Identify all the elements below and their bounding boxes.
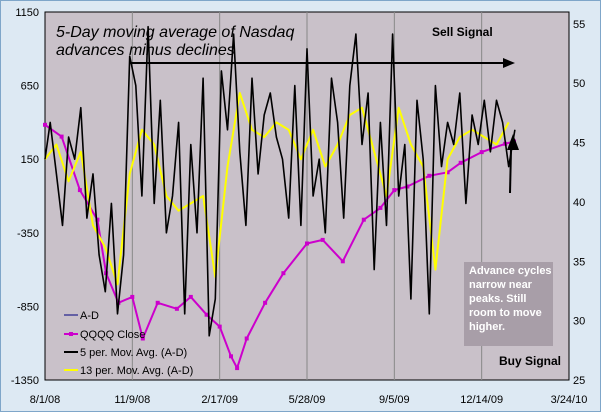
data-point-qqqq-close: [43, 122, 47, 127]
annotation-text: Advance cycles narrow near peaks. Still …: [469, 265, 552, 333]
data-point-qqqq-close: [340, 259, 345, 264]
buy-signal-arrowhead: [507, 134, 519, 150]
data-point-qqqq-close: [458, 160, 463, 165]
data-point-qqqq-close: [229, 354, 233, 359]
data-point-qqqq-close: [479, 150, 484, 155]
right-tick-label: 45: [573, 138, 585, 150]
buy-signal-label: Buy Signal: [499, 354, 561, 368]
data-point-qqqq-close: [305, 241, 309, 246]
annotation-box: [464, 262, 553, 346]
annotation-line-5: higher.: [469, 321, 505, 333]
left-tick-label: -850: [17, 301, 39, 313]
chart-title-line-2: advances minus declines: [56, 42, 235, 59]
series-line-5-per-mov-avg-a-d: [44, 25, 516, 337]
x-tick-label: 5/28/09: [289, 394, 326, 406]
chart-title-line-1: 5-Day moving average of Nasdaq: [56, 24, 294, 41]
x-axis-tick-labels: 8/1/08 11/9/08 2/17/09 5/28/09 9/5/09 12/14/0…: [30, 394, 588, 406]
left-tick-label: 650: [21, 81, 39, 93]
x-tick-label: 12/14/09: [460, 394, 503, 406]
right-tick-label: 35: [573, 256, 585, 268]
data-point-qqqq-close: [140, 336, 145, 341]
annotation-line-4: room to move: [469, 307, 542, 319]
legend-label-ad: A-D: [80, 310, 99, 322]
data-point-qqqq-close: [263, 300, 268, 305]
data-point-qqqq-close: [174, 306, 179, 311]
left-tick-label: 1150: [15, 7, 39, 19]
data-point-qqqq-close: [77, 188, 82, 193]
data-point-qqqq-close: [217, 324, 222, 329]
right-tick-label: 40: [573, 197, 585, 209]
left-axis-tick-labels: 1150 650 150 -350 -850 -1350: [11, 7, 39, 387]
annotation-line-3: peaks. Still: [469, 293, 526, 305]
right-tick-label: 30: [573, 316, 585, 328]
right-axis-tick-labels: 55 50 45 40 35 30 25: [573, 19, 585, 387]
annotation-line-2: narrow near: [469, 279, 533, 291]
legend-label-ma13: 13 per. Mov. Avg. (A-D): [80, 365, 193, 377]
x-tick-label: 8/1/08: [30, 394, 61, 406]
legend-label-qqqq: QQQQ Close: [80, 329, 145, 341]
data-point-qqqq-close: [281, 271, 286, 276]
x-tick-label: 2/17/09: [201, 394, 238, 406]
right-tick-label: 25: [573, 375, 585, 387]
data-point-qqqq-close: [188, 294, 193, 299]
annotation-line-1: Advance cycles: [469, 265, 552, 277]
data-point-qqqq-close: [392, 188, 397, 193]
x-tick-label: 3/24/10: [551, 394, 588, 406]
data-point-qqqq-close: [378, 205, 383, 210]
data-point-qqqq-close: [244, 336, 249, 341]
left-tick-label: -350: [17, 228, 39, 240]
legend-marker-qqqq: [69, 332, 73, 336]
right-tick-label: 50: [573, 78, 585, 90]
sell-signal-label: Sell Signal: [432, 25, 493, 39]
data-point-qqqq-close: [427, 173, 432, 178]
legend: A-D QQQQ Close 5 per. Mov. Avg. (A-D) 13…: [64, 310, 193, 377]
series-layer: [43, 25, 516, 371]
data-point-qqqq-close: [59, 134, 64, 139]
left-tick-label: 150: [21, 154, 39, 166]
left-tick-label: -1350: [11, 375, 39, 387]
data-point-qqqq-close: [405, 184, 410, 189]
data-point-qqqq-close: [155, 300, 160, 305]
data-point-qqqq-close: [204, 312, 209, 317]
data-point-qqqq-close: [361, 217, 366, 222]
data-point-qqqq-close: [95, 217, 100, 222]
legend-label-ma5: 5 per. Mov. Avg. (A-D): [80, 347, 187, 359]
sell-signal-arrowhead: [503, 58, 515, 68]
data-point-qqqq-close: [320, 237, 325, 242]
x-tick-label: 9/5/09: [379, 394, 410, 406]
right-tick-label: 55: [573, 19, 585, 31]
data-point-qqqq-close: [130, 294, 135, 299]
data-point-qqqq-close: [445, 170, 450, 175]
data-point-qqqq-close: [235, 366, 240, 371]
buy-signal-arrow: [509, 149, 512, 194]
x-tick-label: 11/9/08: [114, 394, 150, 406]
